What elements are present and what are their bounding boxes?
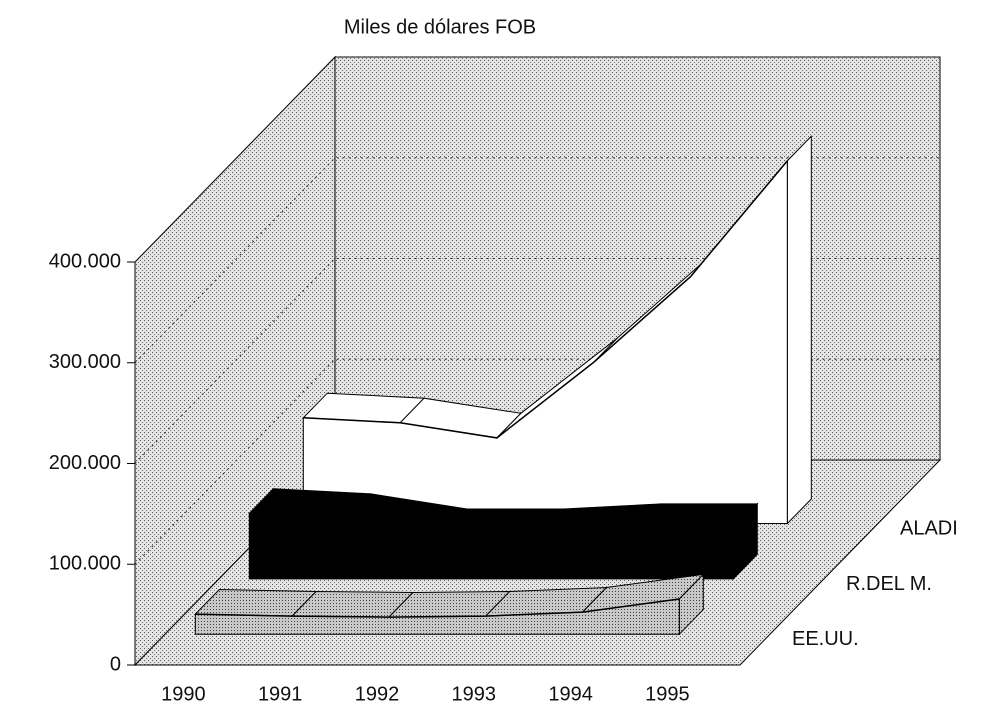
x-tick-label: 1990 (161, 683, 206, 705)
x-tick-label: 1995 (645, 683, 690, 705)
axis-title: Miles de dólares FOB (344, 16, 536, 38)
y-tick-label: 0 (110, 653, 121, 675)
series-label: ALADI (900, 518, 958, 540)
area-line (195, 598, 680, 618)
x-tick-label: 1992 (355, 683, 400, 705)
y-tick-label: 200.000 (49, 452, 121, 474)
area-line (249, 512, 734, 535)
y-tick-label: 300.000 (49, 351, 121, 373)
series-label: R.DEL M. (846, 573, 932, 595)
series-label: EE.UU. (792, 628, 859, 650)
x-tick-label: 1991 (258, 683, 303, 705)
area-line (303, 160, 788, 439)
y-tick-label: 400.000 (49, 250, 121, 272)
y-tick-label: 100.000 (49, 553, 121, 575)
x-tick-label: 1993 (452, 683, 497, 705)
area-side (786, 135, 812, 525)
x-tick-label: 1994 (548, 683, 593, 705)
